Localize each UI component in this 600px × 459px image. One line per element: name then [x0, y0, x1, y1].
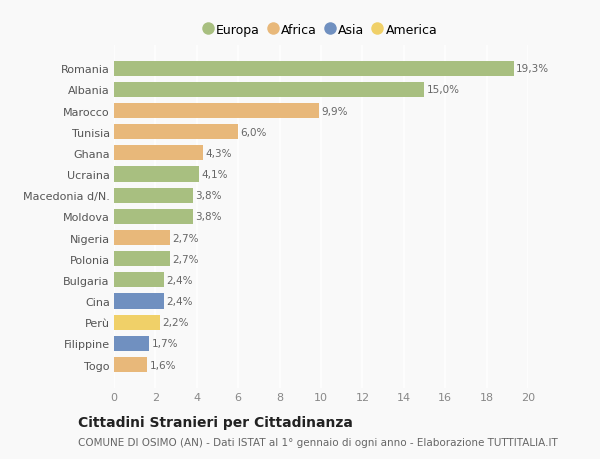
Bar [114, 83, 424, 98]
Bar [114, 315, 160, 330]
Text: 2,7%: 2,7% [172, 254, 199, 264]
Text: 3,8%: 3,8% [195, 191, 221, 201]
Bar [114, 188, 193, 203]
Text: COMUNE DI OSIMO (AN) - Dati ISTAT al 1° gennaio di ogni anno - Elaborazione TUTT: COMUNE DI OSIMO (AN) - Dati ISTAT al 1° … [78, 437, 558, 447]
Bar [114, 336, 149, 351]
Bar [114, 125, 238, 140]
Bar [114, 252, 170, 267]
Legend: Europa, Africa, Asia, America: Europa, Africa, Asia, America [202, 22, 440, 39]
Text: Cittadini Stranieri per Cittadinanza: Cittadini Stranieri per Cittadinanza [78, 415, 353, 429]
Bar [114, 62, 514, 77]
Bar [114, 230, 170, 246]
Text: 2,4%: 2,4% [166, 275, 193, 285]
Text: 2,4%: 2,4% [166, 297, 193, 306]
Bar [114, 146, 203, 161]
Text: 4,3%: 4,3% [205, 149, 232, 158]
Text: 9,9%: 9,9% [322, 106, 348, 116]
Bar [114, 294, 164, 309]
Bar [114, 209, 193, 224]
Bar [114, 357, 147, 372]
Text: 19,3%: 19,3% [516, 64, 549, 74]
Text: 6,0%: 6,0% [241, 128, 267, 137]
Text: 3,8%: 3,8% [195, 212, 221, 222]
Text: 2,7%: 2,7% [172, 233, 199, 243]
Text: 2,2%: 2,2% [162, 318, 188, 327]
Bar [114, 273, 164, 288]
Text: 15,0%: 15,0% [427, 85, 460, 95]
Text: 1,7%: 1,7% [152, 339, 178, 348]
Bar [114, 104, 319, 119]
Text: 4,1%: 4,1% [202, 170, 228, 179]
Bar [114, 167, 199, 182]
Text: 1,6%: 1,6% [149, 360, 176, 369]
